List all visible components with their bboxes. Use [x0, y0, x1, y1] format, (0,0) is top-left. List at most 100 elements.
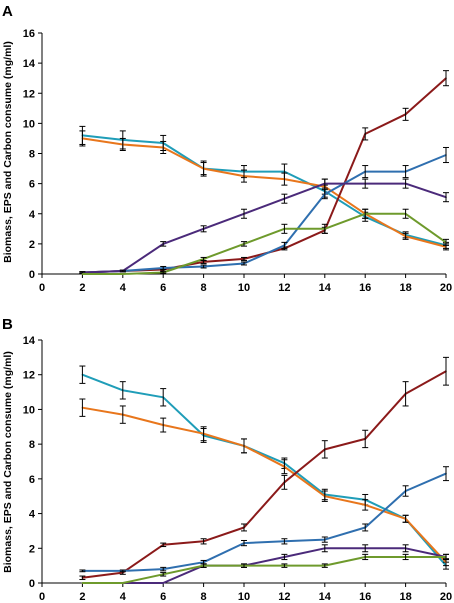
error-bar [79, 398, 86, 417]
series-line-1 [82, 373, 447, 567]
panel-b-label: B [2, 316, 13, 333]
error-bar [119, 269, 126, 273]
x-tick-label: 4 [120, 282, 127, 294]
error-bar [241, 256, 247, 261]
error-bar [443, 146, 449, 164]
x-tick-label: 6 [160, 591, 166, 603]
error-bar [200, 256, 207, 261]
error-bar [281, 538, 288, 545]
error-bar [443, 466, 449, 482]
x-tick-label: 8 [201, 591, 207, 603]
error-bar [362, 178, 369, 189]
error-bar [119, 381, 126, 400]
x-tick-label: 2 [79, 591, 85, 603]
series-line-4 [82, 154, 447, 274]
error-bar [200, 426, 207, 442]
x-tick-label: 4 [120, 591, 127, 603]
error-bar [281, 563, 288, 568]
error-bar [402, 232, 409, 240]
error-bar [119, 405, 126, 424]
error-bar [281, 474, 288, 490]
data-point [81, 273, 84, 275]
data-point [81, 582, 84, 584]
y-tick-label: 16 [23, 28, 35, 40]
error-bar [200, 225, 207, 233]
x-tick-label: 0 [39, 282, 45, 294]
x-tick-label: 12 [278, 282, 290, 294]
error-bar [160, 388, 167, 407]
error-bar [402, 178, 409, 189]
error-bar [281, 241, 288, 249]
data-point [162, 582, 164, 584]
error-bar [362, 553, 369, 561]
data-point [122, 273, 124, 275]
y-tick-label: 14 [23, 335, 36, 347]
error-bar [321, 440, 328, 459]
error-bar [281, 172, 288, 186]
series-line-6 [82, 212, 447, 275]
error-bar [402, 485, 409, 497]
y-tick-label: 14 [23, 58, 36, 70]
panel-b: B Biomass, EPS and Carbon consume (mg/ml… [2, 316, 452, 603]
x-tick-label: 0 [39, 591, 45, 603]
y-tick-label: 0 [29, 269, 35, 281]
error-bar [79, 130, 86, 147]
error-bar [79, 575, 86, 581]
error-bar [200, 162, 207, 176]
error-bar [160, 265, 167, 270]
error-bar [443, 70, 449, 87]
series-line-5 [82, 547, 447, 584]
error-bar [160, 542, 167, 548]
y-tick-label: 4 [29, 209, 36, 221]
error-bar [160, 241, 167, 247]
y-tick-label: 10 [23, 404, 35, 416]
error-bar [443, 356, 449, 386]
x-tick-label: 12 [278, 591, 290, 603]
error-bar [119, 569, 126, 573]
error-bar [321, 178, 328, 189]
series-line-3 [82, 77, 447, 274]
x-tick-label: 10 [238, 282, 250, 294]
error-bar [443, 192, 449, 203]
series-line-2 [82, 137, 447, 248]
error-bar [160, 140, 167, 154]
error-bar [362, 165, 369, 179]
y-tick-label: 12 [23, 370, 35, 382]
error-bar [402, 553, 409, 561]
error-bar [119, 137, 126, 151]
error-bar [362, 523, 369, 532]
error-bar [281, 193, 288, 204]
error-bar [200, 563, 207, 568]
x-tick-label: 20 [440, 282, 452, 294]
panel-a: A Biomass, EPS and Carbon consume (mg/ml… [2, 3, 452, 294]
error-bar [281, 459, 288, 475]
x-tick-label: 8 [201, 282, 207, 294]
error-bar [241, 438, 247, 454]
panel-b-plot-area: 0 2 4 6 8 10 12 14 0 2 4 6 8 10 12 14 16 18 20 [23, 335, 452, 603]
y-tick-label: 6 [29, 179, 35, 191]
x-tick-label: 10 [238, 591, 250, 603]
error-bar [321, 490, 328, 502]
error-bar [281, 553, 288, 561]
series-line-6 [82, 556, 446, 584]
error-bar [160, 566, 167, 572]
error-bar [241, 208, 247, 219]
error-bar [241, 563, 247, 568]
error-bar [241, 241, 247, 247]
y-tick-label: 2 [29, 543, 35, 555]
data-point [122, 582, 124, 584]
series-line-5 [82, 182, 447, 274]
series-line-4 [82, 472, 447, 572]
error-bar [402, 514, 409, 523]
error-bar [362, 127, 369, 141]
error-bar [79, 365, 86, 384]
panel-a-label: A [2, 3, 13, 20]
error-bar [281, 223, 288, 234]
error-bar [362, 208, 369, 219]
error-bar [321, 563, 328, 568]
error-bar [321, 223, 328, 234]
error-bar [362, 544, 369, 553]
series-line-3 [82, 370, 447, 579]
y-tick-label: 2 [29, 239, 35, 251]
